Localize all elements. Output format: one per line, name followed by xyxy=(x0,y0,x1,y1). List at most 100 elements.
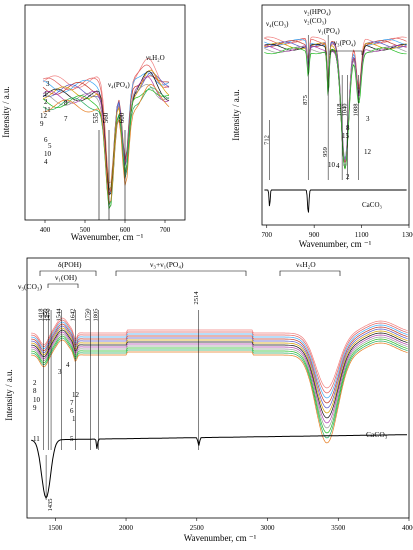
tl-series-label: 10 xyxy=(44,150,52,158)
panel-bottom-series xyxy=(31,317,408,499)
bt-series-label: 3 xyxy=(58,368,62,376)
panel-top-right-annotation-v3po4: ν₃(PO₄) xyxy=(334,39,356,47)
panel-bottom-v3v1po4-bracket xyxy=(115,270,247,276)
tl-series-label: 3 xyxy=(46,80,50,88)
panel-bottom-xlabel: Wavenumber, cm ⁻¹ xyxy=(184,533,257,543)
panel-bottom-dpoh-bracket xyxy=(39,270,97,276)
bt-series-label: 10 xyxy=(33,396,41,404)
tl-series-label: 9 xyxy=(40,120,44,128)
tr-series-line xyxy=(264,40,407,163)
bt-band-label: 1750 xyxy=(85,309,92,322)
panel-top-right-v3po4-bracket xyxy=(329,50,363,55)
panel-bottom-annotation-vsh2o: νₛH₂O xyxy=(296,260,316,269)
bt-band-label: 1470 xyxy=(45,309,52,322)
panel-top-left-ylabel: Intensity / a.u. xyxy=(1,86,11,138)
tr-series-line xyxy=(264,47,407,170)
panel-bottom-reference-label: CaCO₃ xyxy=(366,430,388,439)
bt-series-label: 1 xyxy=(72,415,76,423)
tr-series-label: 4 xyxy=(336,162,340,170)
panel-top-left-ticks: 400 500 600 700 xyxy=(40,220,171,234)
panel-top-right-ticks: 700 900 1100 1300 xyxy=(261,225,413,239)
tl-band-label: 600 xyxy=(118,112,126,123)
panel-bottom-annotation-v3co3: ν₃(CO₃) xyxy=(18,282,43,291)
bt-xtick-label: 2000 xyxy=(119,524,134,532)
bt-xtick-label: 4000 xyxy=(402,524,413,532)
panel-bottom-ylabel: Intensity / a.u. xyxy=(4,369,14,421)
tl-series-label: 1 xyxy=(44,90,48,98)
tr-series-label: 8 xyxy=(346,124,350,132)
bt-series-line xyxy=(31,321,408,399)
tl-xtick-label: 600 xyxy=(120,226,131,234)
tr-series-line xyxy=(264,45,407,168)
panel-bottom-v1oh-bracket xyxy=(47,283,79,288)
tr-band-label: 959 xyxy=(322,147,329,157)
bt-xtick-label: 3500 xyxy=(331,524,346,532)
bt-series-line xyxy=(31,337,408,439)
bt-series-label: 9 xyxy=(33,404,37,412)
tl-series-label: 8 xyxy=(64,99,68,107)
bt-series-label: 6 xyxy=(70,407,74,415)
panel-top-right-ylabel: Intensity / a.u. xyxy=(231,89,241,141)
tr-series-line xyxy=(264,41,407,167)
tr-series-label: 10 xyxy=(328,161,336,169)
tl-series-label: 7 xyxy=(64,115,68,123)
tl-xtick-label: 400 xyxy=(40,226,51,234)
tl-xtick-label: 700 xyxy=(160,226,171,234)
bt-series-line xyxy=(31,319,408,394)
panel-top-right-annotation-v1po4: ν₁(PO₄) xyxy=(318,27,340,35)
tr-xtick-label: 1300 xyxy=(402,231,413,239)
tr-band-label: 712 xyxy=(264,135,271,145)
bt-band-label: 1435 xyxy=(47,499,54,512)
tr-reference-line xyxy=(264,189,407,213)
panel-bottom-annotation-v1oh: ν₁(OH) xyxy=(55,273,77,282)
panel-bottom-annotation-dpoh: δ(POH) xyxy=(58,260,82,269)
tl-series-label: 12 xyxy=(40,112,48,120)
bt-xtick-label: 2500 xyxy=(190,524,205,532)
tl-series-label: 11 xyxy=(44,106,51,114)
tl-series-line xyxy=(42,83,170,205)
bt-series-label: 11 xyxy=(33,435,40,443)
tr-xtick-label: 900 xyxy=(309,231,320,239)
panel-top-right-frame xyxy=(261,4,410,226)
bt-reference-line xyxy=(31,434,407,499)
tr-series-line xyxy=(264,39,407,160)
tl-series-label: 5 xyxy=(48,142,52,150)
tl-series-line xyxy=(42,58,170,184)
bt-series-label: 7 xyxy=(70,399,74,407)
bt-series-label: 2 xyxy=(33,379,37,387)
panel-bottom-ticks: 1500 2000 2500 3000 3500 4000 xyxy=(48,518,413,532)
tl-xtick-label: 500 xyxy=(80,226,91,234)
tr-band-label: 1088 xyxy=(353,104,360,117)
bt-band-label: 2514 xyxy=(193,291,200,305)
panel-top-left-bands: 535 560 600 xyxy=(92,112,126,220)
bt-series-label: 12 xyxy=(72,391,80,399)
bt-band-label: 1450 xyxy=(42,309,49,322)
panel-top-left-annotation-v4po4: ν₄(PO₄) xyxy=(108,81,130,89)
bt-series-line xyxy=(31,323,408,404)
panel-top-left-annotation-h2o: νʟH₂O xyxy=(146,54,165,62)
tr-band-label: 875 xyxy=(302,95,309,105)
tr-band-label: 1040 xyxy=(341,104,348,117)
panel-top-right-annotation-v2co3: ν₂(CO₃) xyxy=(304,17,327,25)
panel-top-left: 535 560 600 400 500 600 700 Intensity / a.u. … xyxy=(1,4,186,242)
bt-xtick-label: 3000 xyxy=(261,524,276,532)
bt-series-line xyxy=(31,335,408,434)
bt-series-label: 5 xyxy=(70,435,74,443)
tl-band-label: 535 xyxy=(92,112,100,123)
tl-band-label: 560 xyxy=(102,112,110,123)
tr-band-label: 1018 xyxy=(336,104,343,117)
bt-series-line xyxy=(31,333,408,429)
panel-top-right-annotation-v2hpo4: ν₂(HPO₄) xyxy=(304,8,331,16)
panel-top-right-reference-label: CaCO₃ xyxy=(362,201,383,209)
bt-series-line xyxy=(31,329,408,419)
panel-top-right-xlabel: Wavenumber, cm ⁻¹ xyxy=(299,239,372,249)
bt-band-label: 1544 xyxy=(56,308,63,322)
tr-series-label: 12 xyxy=(364,148,372,156)
panel-top-right-series xyxy=(264,36,407,213)
